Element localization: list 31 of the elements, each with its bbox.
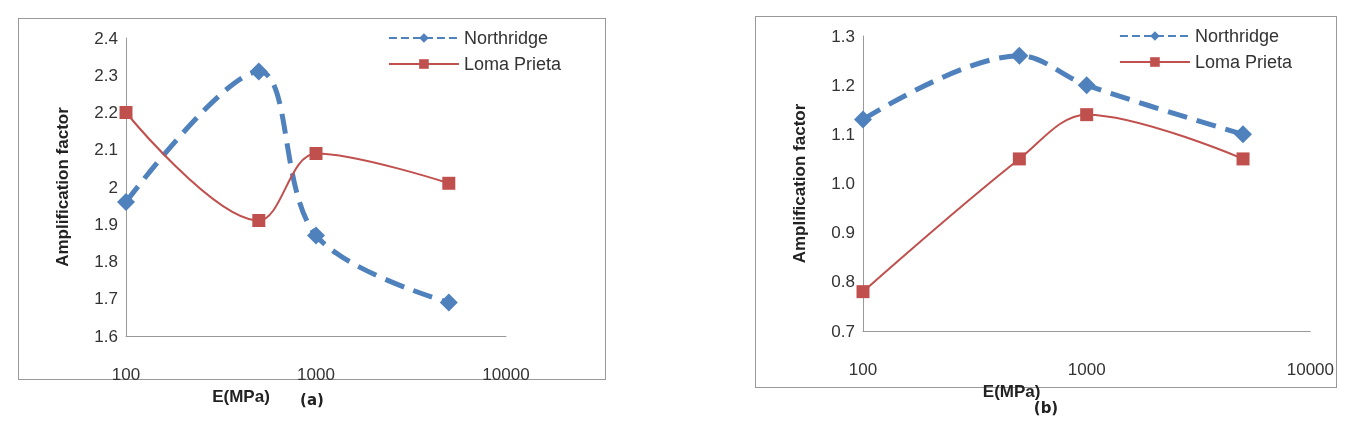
y-tick-label: 2.4 xyxy=(94,28,118,48)
y-tick-label: 1.3 xyxy=(831,26,855,46)
legend-label: Northridge xyxy=(463,28,548,48)
y-tick-label: 0.9 xyxy=(831,223,855,243)
legend-label: Loma Prieta xyxy=(463,54,562,74)
y-tick-label: 2 xyxy=(108,177,118,197)
x-axis-title: E(MPa) xyxy=(212,386,270,406)
x-tick-label: 1000 xyxy=(297,365,335,384)
legend-label: Loma Prieta xyxy=(1194,52,1293,72)
y-axis-title: Amplification factor xyxy=(790,103,809,264)
y-tick-label: 1.8 xyxy=(94,252,118,271)
y-tick-label: 2.3 xyxy=(94,65,118,85)
y-tick-label: 2.2 xyxy=(94,103,118,122)
y-tick-label: 2.1 xyxy=(94,140,118,160)
x-tick-label: 100 xyxy=(111,365,141,384)
y-tick-label: 0.7 xyxy=(831,321,855,341)
y-axis-title: Amplification factor xyxy=(53,106,72,267)
x-tick-label: 10000 xyxy=(1286,360,1334,379)
y-tick-label: 1.0 xyxy=(831,174,855,193)
text: (a) xyxy=(300,390,324,409)
y-tick-label: 1.9 xyxy=(94,214,118,234)
x-tick-label: 1000 xyxy=(1067,360,1106,379)
y-tick-label: 1.2 xyxy=(831,75,855,95)
y-tick-label: 1.7 xyxy=(94,289,118,309)
y-tick-label: 1.1 xyxy=(831,124,855,144)
legend-label: Northridge xyxy=(1194,26,1279,46)
x-tick-label: 10000 xyxy=(482,365,530,384)
x-axis-title: E(MPa) xyxy=(982,381,1041,401)
y-tick-label: 1.6 xyxy=(94,326,118,346)
x-tick-label: 100 xyxy=(848,360,878,379)
y-tick-label: 0.8 xyxy=(831,272,855,292)
